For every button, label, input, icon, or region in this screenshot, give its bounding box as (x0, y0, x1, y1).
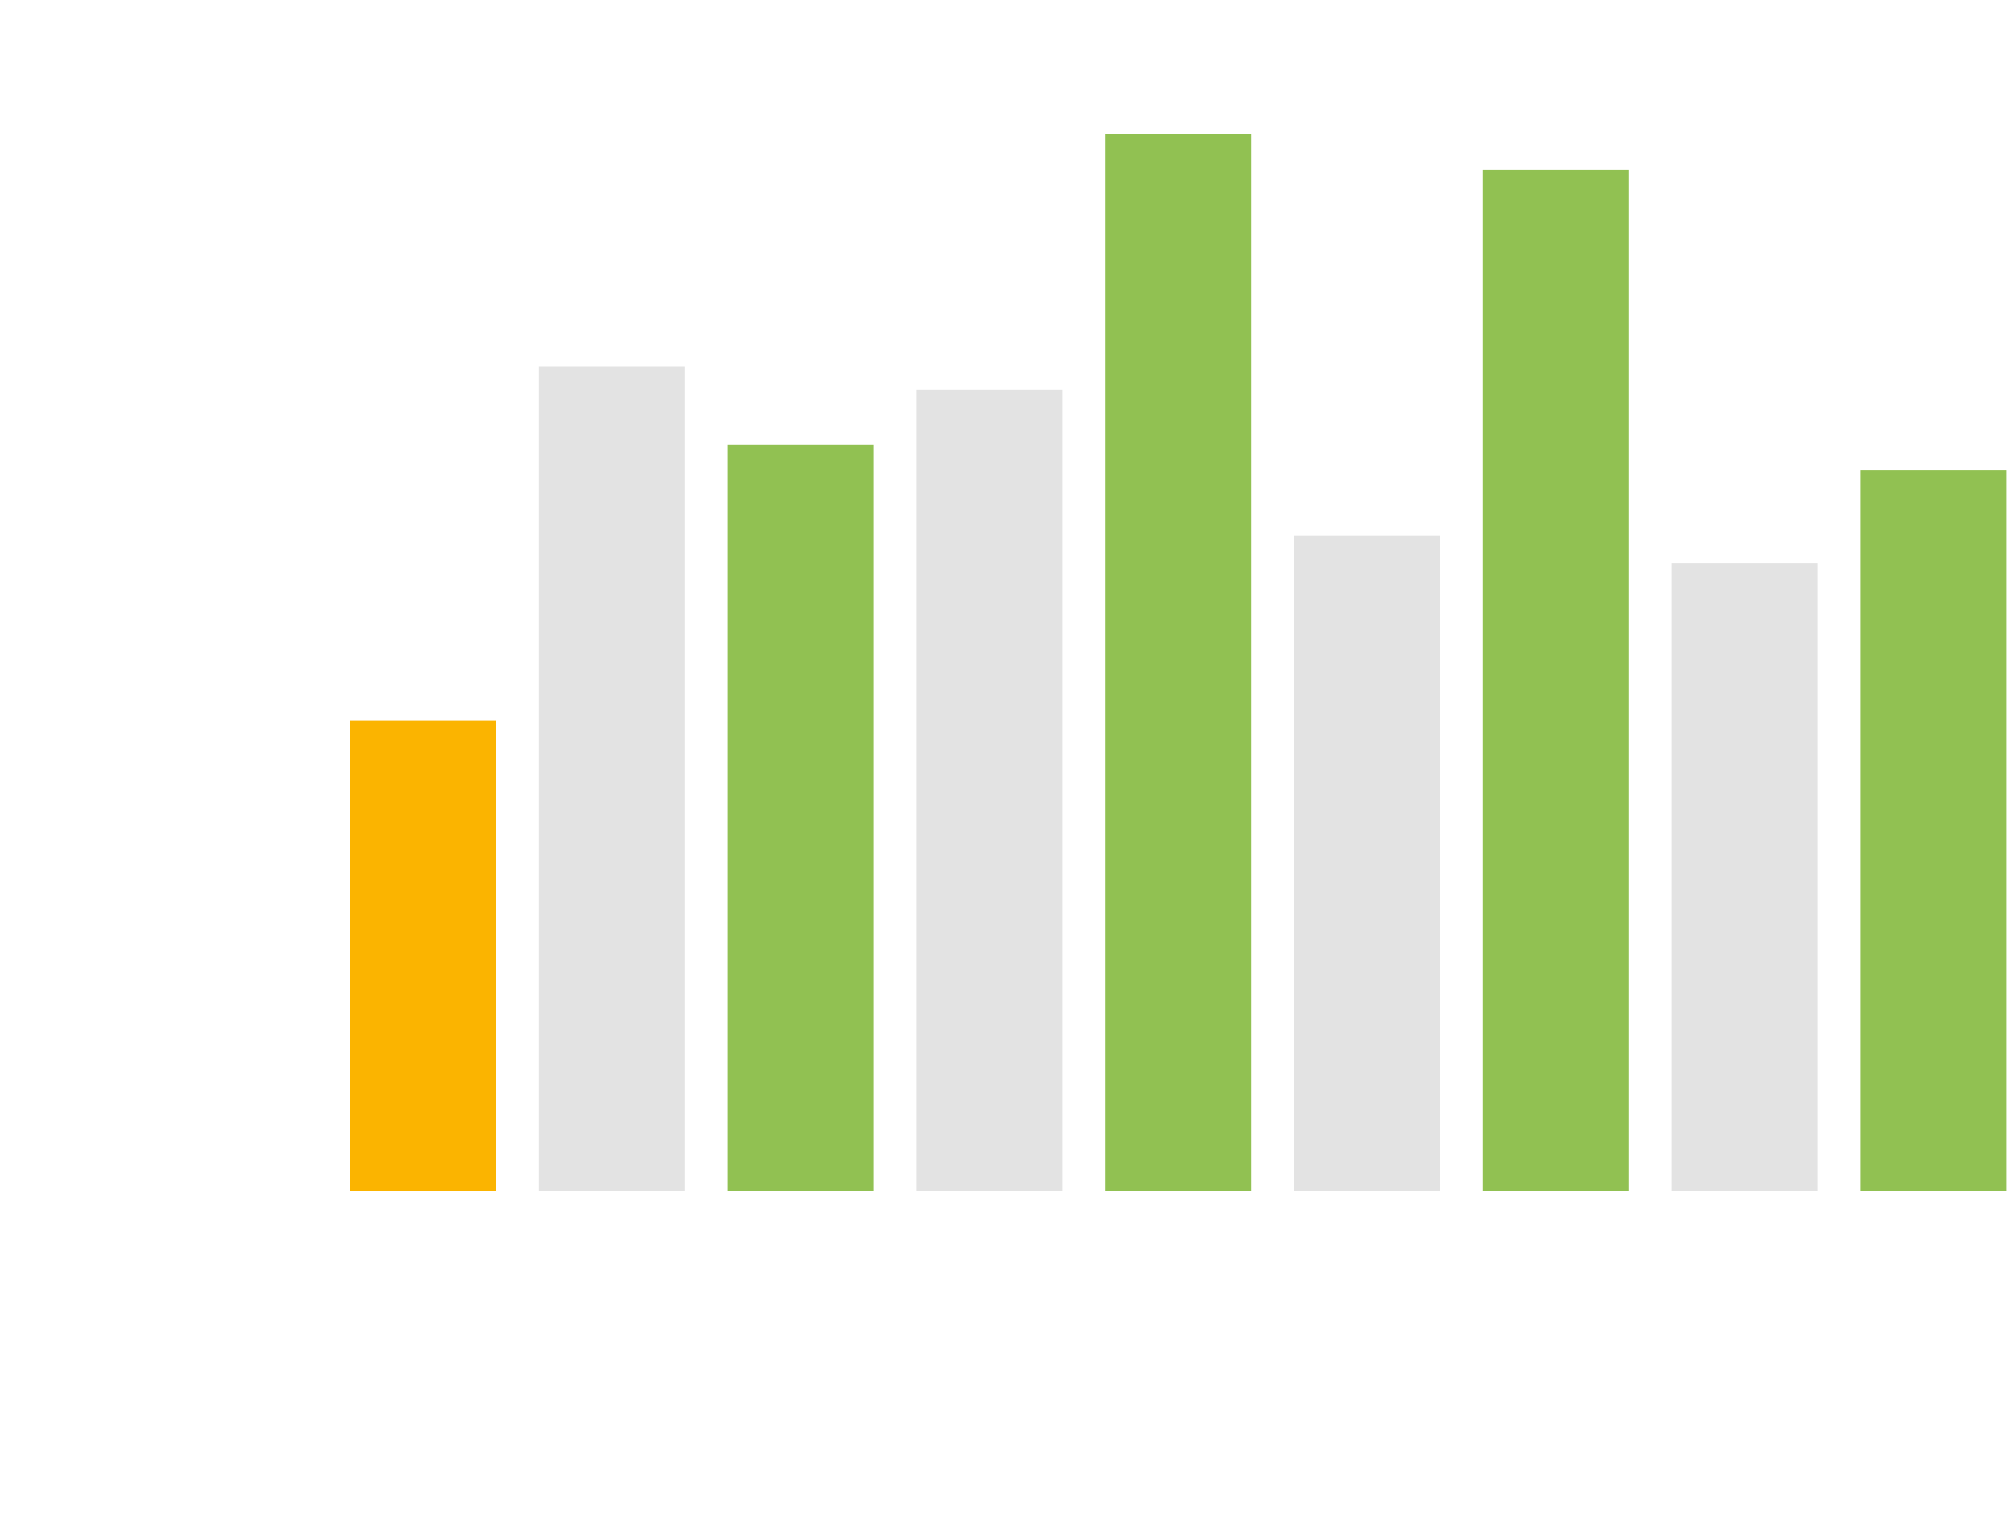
bar-6 (1294, 535, 1440, 1191)
bar-series (350, 134, 2007, 1192)
bar-3 (727, 444, 874, 1191)
bar-7 (1482, 169, 1629, 1191)
bar-2 (538, 366, 685, 1191)
bar-9 (1860, 470, 2007, 1192)
bar-4 (916, 389, 1063, 1191)
bar-1 (350, 720, 496, 1191)
bar-8 (1671, 563, 1818, 1191)
bar-5 (1105, 134, 1252, 1191)
